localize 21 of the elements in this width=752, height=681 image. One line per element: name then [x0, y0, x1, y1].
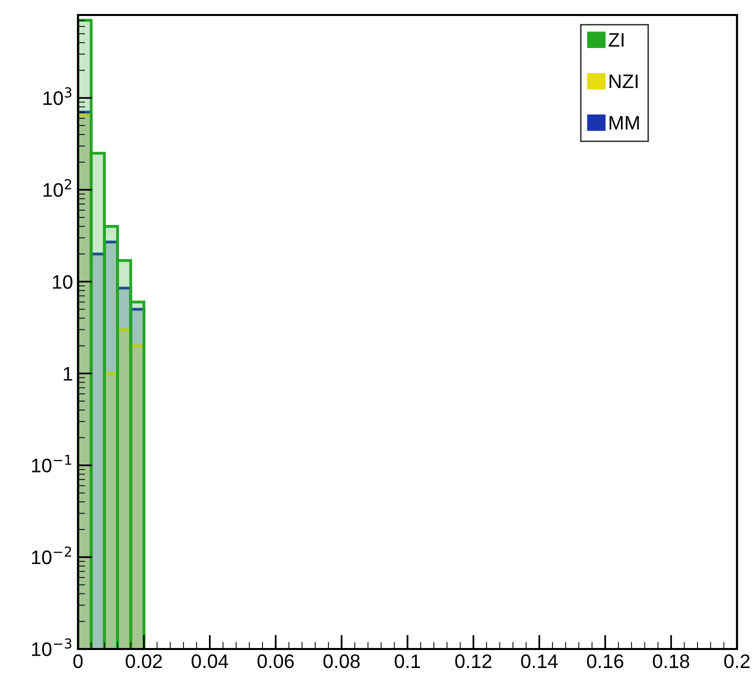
x-tick-label: 0.16 [587, 654, 624, 668]
y-tick-label: 10$^{−3}$ [32, 638, 72, 656]
x-tick-label: 0.04 [192, 654, 228, 668]
y-tick-label: 10 [52, 275, 72, 289]
x-tick-label: 0.12 [455, 654, 492, 668]
y-tick-label: 1 [64, 367, 72, 381]
x-tick-label: 0.2 [724, 654, 750, 668]
y-tick-label: 10$^{−2}$ [32, 546, 72, 564]
x-tick-label: 0.1 [394, 654, 420, 668]
x-tick-label: 0.18 [652, 654, 690, 668]
y-tick-label: 10$^{3}$ [44, 87, 72, 106]
legend-label: NZI [610, 74, 638, 88]
legend-label: ZI [608, 33, 624, 47]
y-tick-label: 10$^{−1}$ [32, 454, 72, 472]
x-tick-label: 0.02 [126, 654, 162, 668]
x-tick-label: 0.08 [323, 654, 360, 668]
x-tick-label: 0 [73, 654, 83, 668]
x-tick-label: 0.06 [258, 654, 294, 668]
legend-label: MM [610, 116, 639, 130]
y-tick-label: 10$^{2}$ [44, 179, 72, 197]
x-tick-label: 0.14 [521, 654, 558, 668]
